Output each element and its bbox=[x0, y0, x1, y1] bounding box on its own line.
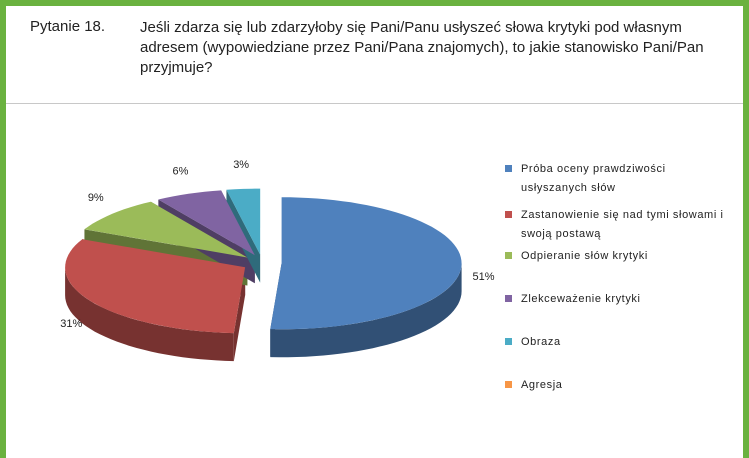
slice-wall bbox=[65, 267, 234, 362]
legend-swatch bbox=[505, 295, 512, 302]
legend-label: Próba oceny prawdziwości usłyszanych słó… bbox=[521, 163, 666, 194]
legend-label: Odpieranie słów krytyki bbox=[521, 250, 648, 262]
separator bbox=[6, 103, 743, 104]
legend-item: Zastanowienie się nad tymi słowami i swo… bbox=[505, 206, 730, 244]
slice bbox=[65, 239, 246, 334]
legend-swatch bbox=[505, 165, 512, 172]
legend-label: Obraza bbox=[521, 336, 561, 348]
legend-item: Odpieranie słów krytyki bbox=[505, 247, 730, 266]
legend-swatch bbox=[505, 381, 512, 388]
legend-swatch bbox=[505, 252, 512, 259]
legend-item: Agresja bbox=[505, 376, 730, 395]
legend-item: Obraza bbox=[505, 333, 730, 352]
question-number: Pytanie 18. bbox=[30, 18, 106, 35]
legend-label: Agresja bbox=[521, 379, 563, 391]
data-label: 31% bbox=[60, 318, 82, 330]
legend-swatch bbox=[505, 338, 512, 345]
slice bbox=[84, 201, 248, 258]
legend-label: Zastanowienie się nad tymi słowami i swo… bbox=[521, 209, 724, 240]
slice bbox=[158, 190, 255, 256]
legend-item: Próba oceny prawdziwości usłyszanych słó… bbox=[505, 160, 730, 198]
data-label: 3% bbox=[233, 159, 249, 171]
legend-swatch bbox=[505, 211, 512, 218]
legend-label: Zlekceważenie krytyki bbox=[521, 293, 641, 305]
question-text: Jeśli zdarza się lub zdarzyłoby się Pani… bbox=[140, 19, 704, 76]
slice bbox=[226, 188, 261, 255]
slice bbox=[270, 197, 462, 330]
data-label: 51% bbox=[472, 271, 494, 283]
legend-item: Zlekceważenie krytyki bbox=[505, 290, 730, 309]
data-label: 9% bbox=[88, 192, 104, 204]
data-label: 6% bbox=[172, 165, 188, 177]
slice-wall bbox=[270, 263, 462, 358]
